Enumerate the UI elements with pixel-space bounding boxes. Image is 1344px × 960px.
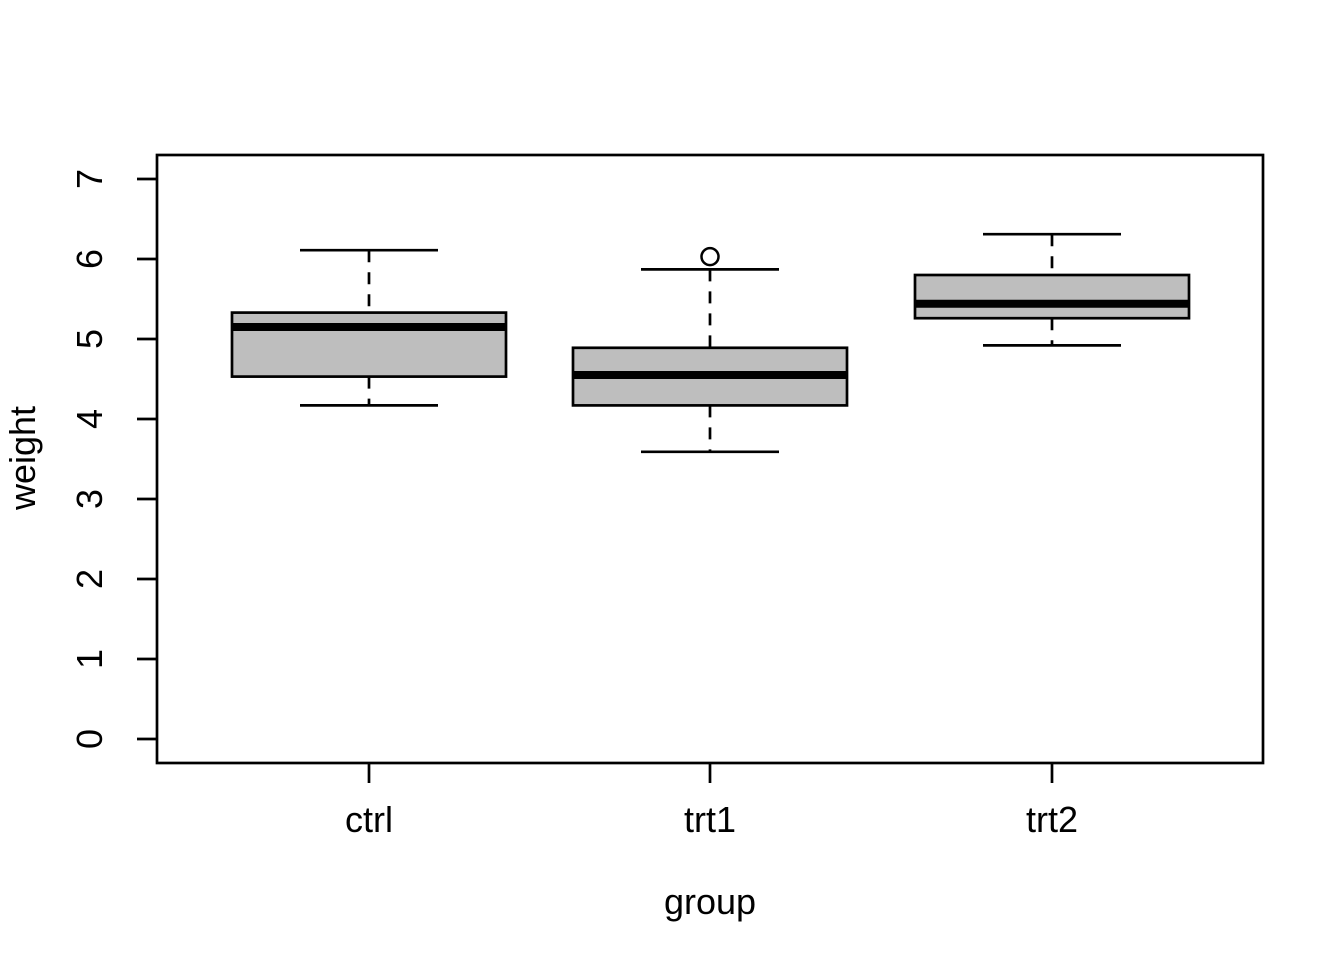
box-ctrl <box>230 311 508 378</box>
y-tick-label: 3 <box>69 488 110 510</box>
y-tick-label: 6 <box>69 248 110 270</box>
plot-frame <box>155 153 1265 765</box>
y-axis-title: weight <box>2 405 43 511</box>
box-trt2 <box>913 273 1191 320</box>
x-tick-label-ctrl: ctrl <box>345 799 393 840</box>
outlier-point-trt1 <box>700 246 720 267</box>
y-tick-label: 7 <box>69 168 110 190</box>
y-tick-label: 1 <box>69 648 110 670</box>
y-tick-label: 4 <box>69 408 110 430</box>
y-tick-label: 2 <box>69 568 110 590</box>
x-axis-title: group <box>663 881 757 922</box>
x-tick-label-trt1: trt1 <box>683 799 736 840</box>
y-tick-label: 5 <box>69 328 110 350</box>
y-tick-label: 0 <box>69 728 110 750</box>
x-tick-label-trt2: trt2 <box>1025 799 1078 840</box>
